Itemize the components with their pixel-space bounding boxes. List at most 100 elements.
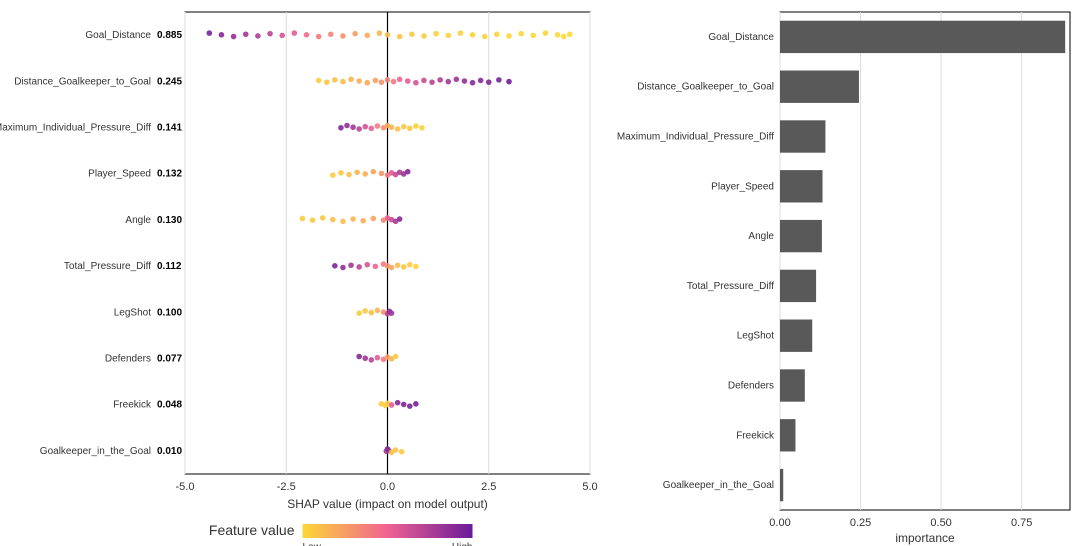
shap-point — [364, 80, 370, 86]
shap-point — [407, 262, 413, 268]
shap-xlabel: SHAP value (impact on model output) — [287, 497, 488, 511]
shap-point — [356, 126, 362, 132]
importance-xtick: 0.25 — [850, 517, 871, 529]
shap-feature-label: Goal_Distance — [85, 30, 151, 41]
shap-point — [478, 78, 484, 84]
shap-point — [362, 355, 368, 361]
shap-point — [405, 78, 411, 84]
importance-bar — [780, 320, 812, 352]
shap-feature-label: Distance_Goalkeeper_to_Goal — [14, 76, 151, 87]
shap-point — [350, 216, 356, 222]
shap-point — [362, 171, 368, 177]
shap-point — [379, 79, 385, 85]
shap-point — [561, 34, 567, 40]
shap-feature-label: Freekick — [113, 400, 152, 411]
shap-point — [413, 401, 419, 407]
shap-point — [486, 79, 492, 85]
shap-point — [437, 77, 443, 83]
shap-point — [445, 79, 451, 85]
shap-point — [385, 32, 391, 38]
shap-point — [531, 33, 537, 39]
importance-feature-label: Distance_Goalkeeper_to_Goal — [637, 82, 774, 93]
shap-point — [375, 123, 381, 129]
shap-point — [395, 262, 401, 268]
importance-feature-label: Maximum_Individual_Pressure_Diff — [617, 132, 774, 143]
shap-point — [433, 31, 439, 37]
shap-point — [393, 447, 399, 453]
shap-point — [267, 31, 273, 37]
shap-point — [413, 80, 419, 86]
shap-point — [494, 31, 500, 37]
shap-legend-high: High — [452, 542, 473, 546]
shap-feature-value: 0.077 — [157, 354, 182, 365]
shap-point — [350, 124, 356, 130]
shap-point — [373, 264, 379, 270]
shap-feature-label: Player_Speed — [88, 169, 151, 180]
shap-legend-title: Feature value — [209, 522, 295, 538]
importance-xlabel: importance — [895, 531, 955, 545]
shap-point — [567, 31, 573, 37]
shap-point — [364, 33, 370, 39]
shap-point — [389, 265, 395, 271]
shap-point — [419, 125, 425, 131]
shap-point — [462, 78, 468, 84]
shap-point — [369, 357, 375, 363]
shap-point — [279, 33, 285, 39]
shap-point — [401, 124, 407, 130]
shap-point — [340, 79, 346, 85]
shap-point — [340, 33, 346, 39]
shap-point — [395, 126, 401, 132]
shap-feature-value: 0.100 — [157, 307, 182, 318]
shap-point — [389, 402, 395, 408]
importance-bar — [780, 220, 822, 252]
shap-feature-value: 0.112 — [157, 261, 182, 272]
shap-point — [362, 308, 368, 314]
shap-feature-label: Defenders — [105, 354, 151, 365]
shap-point — [407, 403, 413, 409]
shap-point — [369, 126, 375, 132]
shap-point — [421, 78, 427, 84]
shap-summary-plot: -5.0-2.50.02.55.0SHAP value (impact on m… — [0, 12, 598, 546]
shap-feature-value: 0.010 — [157, 446, 182, 457]
shap-point — [401, 402, 407, 408]
importance-bar-plot: 0.000.250.500.75importanceGoal_DistanceD… — [617, 12, 1070, 545]
shap-point — [413, 123, 419, 129]
shap-point — [506, 33, 512, 39]
shap-feature-value: 0.245 — [157, 76, 182, 87]
shap-point — [518, 31, 524, 37]
shap-point — [543, 30, 549, 36]
importance-xtick: 0.00 — [769, 517, 790, 529]
shap-point — [354, 169, 360, 175]
shap-colorbar — [303, 524, 473, 538]
shap-point — [399, 449, 405, 455]
shap-xtick: 5.0 — [582, 481, 597, 493]
shap-xtick: 0.0 — [380, 481, 395, 493]
shap-point — [385, 77, 391, 83]
shap-point — [338, 170, 344, 176]
shap-feature-value: 0.885 — [157, 30, 182, 41]
importance-feature-label: Defenders — [728, 381, 774, 392]
shap-point — [360, 218, 366, 224]
shap-point — [316, 78, 322, 84]
shap-point — [371, 169, 377, 175]
shap-point — [397, 34, 403, 40]
importance-bar — [780, 270, 816, 302]
importance-feature-label: Angle — [748, 231, 774, 242]
shap-point — [395, 400, 401, 406]
shap-feature-value: 0.141 — [157, 123, 182, 134]
shap-point — [389, 310, 395, 316]
shap-point — [379, 171, 385, 177]
shap-point — [324, 79, 330, 85]
shap-point — [393, 354, 399, 360]
shap-xtick: -2.5 — [277, 481, 296, 493]
shap-point — [413, 264, 419, 270]
shap-point — [482, 34, 488, 40]
shap-feature-label: LegShot — [114, 307, 151, 318]
shap-point — [407, 126, 413, 132]
shap-feature-value: 0.132 — [157, 169, 182, 180]
shap-point — [330, 172, 336, 178]
shap-point — [454, 77, 460, 83]
shap-point — [356, 354, 362, 360]
importance-bar — [780, 71, 859, 103]
importance-feature-label: Total_Pressure_Diff — [687, 281, 774, 292]
